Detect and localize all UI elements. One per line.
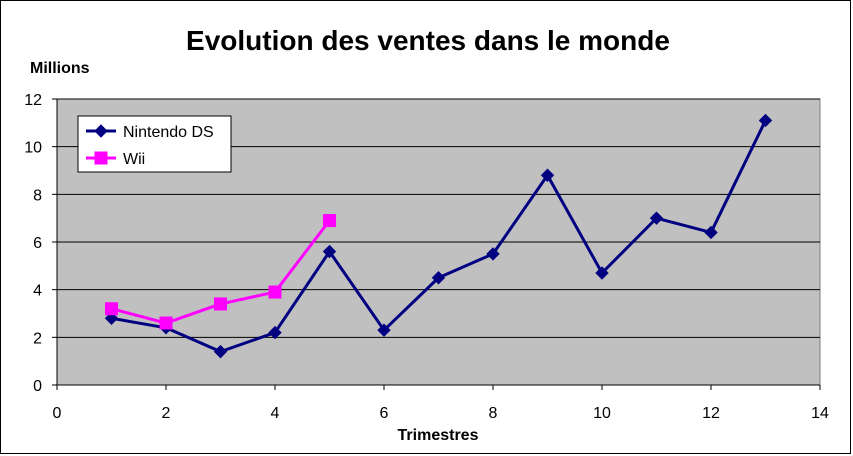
- legend-label-wii: Wii: [123, 151, 145, 168]
- nintendo-ds-point: [104, 311, 119, 325]
- nintendo-ds-point: [268, 325, 282, 340]
- x-tick-label: 0: [53, 405, 62, 422]
- nintendo-ds-point: [758, 113, 773, 128]
- x-axis-ticks: 0 2 4 6 8 10 12 14: [53, 385, 829, 422]
- y-tick-label: 6: [33, 235, 42, 252]
- y-axis-ticks: 0 2 4 6 8 10 12: [24, 92, 57, 395]
- x-tick-label: 2: [162, 405, 171, 422]
- nintendo-ds-point: [649, 211, 664, 225]
- y-tick-label: 12: [24, 92, 42, 109]
- y-tick-label: 10: [24, 140, 42, 157]
- x-tick-label: 6: [380, 405, 389, 422]
- nintendo-ds-point: [540, 168, 555, 182]
- nintendo-ds-point: [431, 271, 446, 285]
- wii-point: [105, 302, 118, 316]
- y-tick-label: 8: [33, 187, 42, 204]
- y-axis-title: Millions: [30, 60, 90, 77]
- series-wii: [105, 214, 336, 330]
- legend: Nintendo DS Wii: [77, 115, 232, 173]
- y-tick-label: 0: [33, 378, 42, 395]
- wii-point: [323, 214, 336, 228]
- nintendo-ds-point: [322, 244, 337, 259]
- legend-swatch-marker-wii: [94, 151, 108, 165]
- y-tick-label: 4: [33, 283, 42, 300]
- nintendo-ds-point: [704, 225, 718, 240]
- legend-label-nintendo-ds: Nintendo DS: [123, 124, 214, 141]
- x-tick-label: 12: [702, 405, 720, 422]
- nintendo-ds-point: [595, 266, 609, 280]
- nintendo-ds-point: [377, 323, 391, 337]
- wii-point: [159, 316, 173, 330]
- nintendo-ds-point: [213, 344, 228, 359]
- wii-point: [268, 285, 282, 299]
- y-tick-label: 2: [33, 330, 42, 347]
- x-axis-title: Trimestres: [398, 427, 479, 444]
- x-tick-label: 14: [811, 405, 829, 422]
- nintendo-ds-point: [486, 247, 500, 261]
- legend-swatch-marker-nintendo-ds: [94, 124, 108, 138]
- x-tick-label: 4: [271, 405, 280, 422]
- wii-point: [214, 297, 227, 311]
- chart-title: Evolution des ventes dans le monde: [186, 25, 670, 56]
- x-tick-label: 8: [489, 405, 498, 422]
- series-group: [104, 113, 773, 359]
- x-tick-label: 10: [593, 405, 611, 422]
